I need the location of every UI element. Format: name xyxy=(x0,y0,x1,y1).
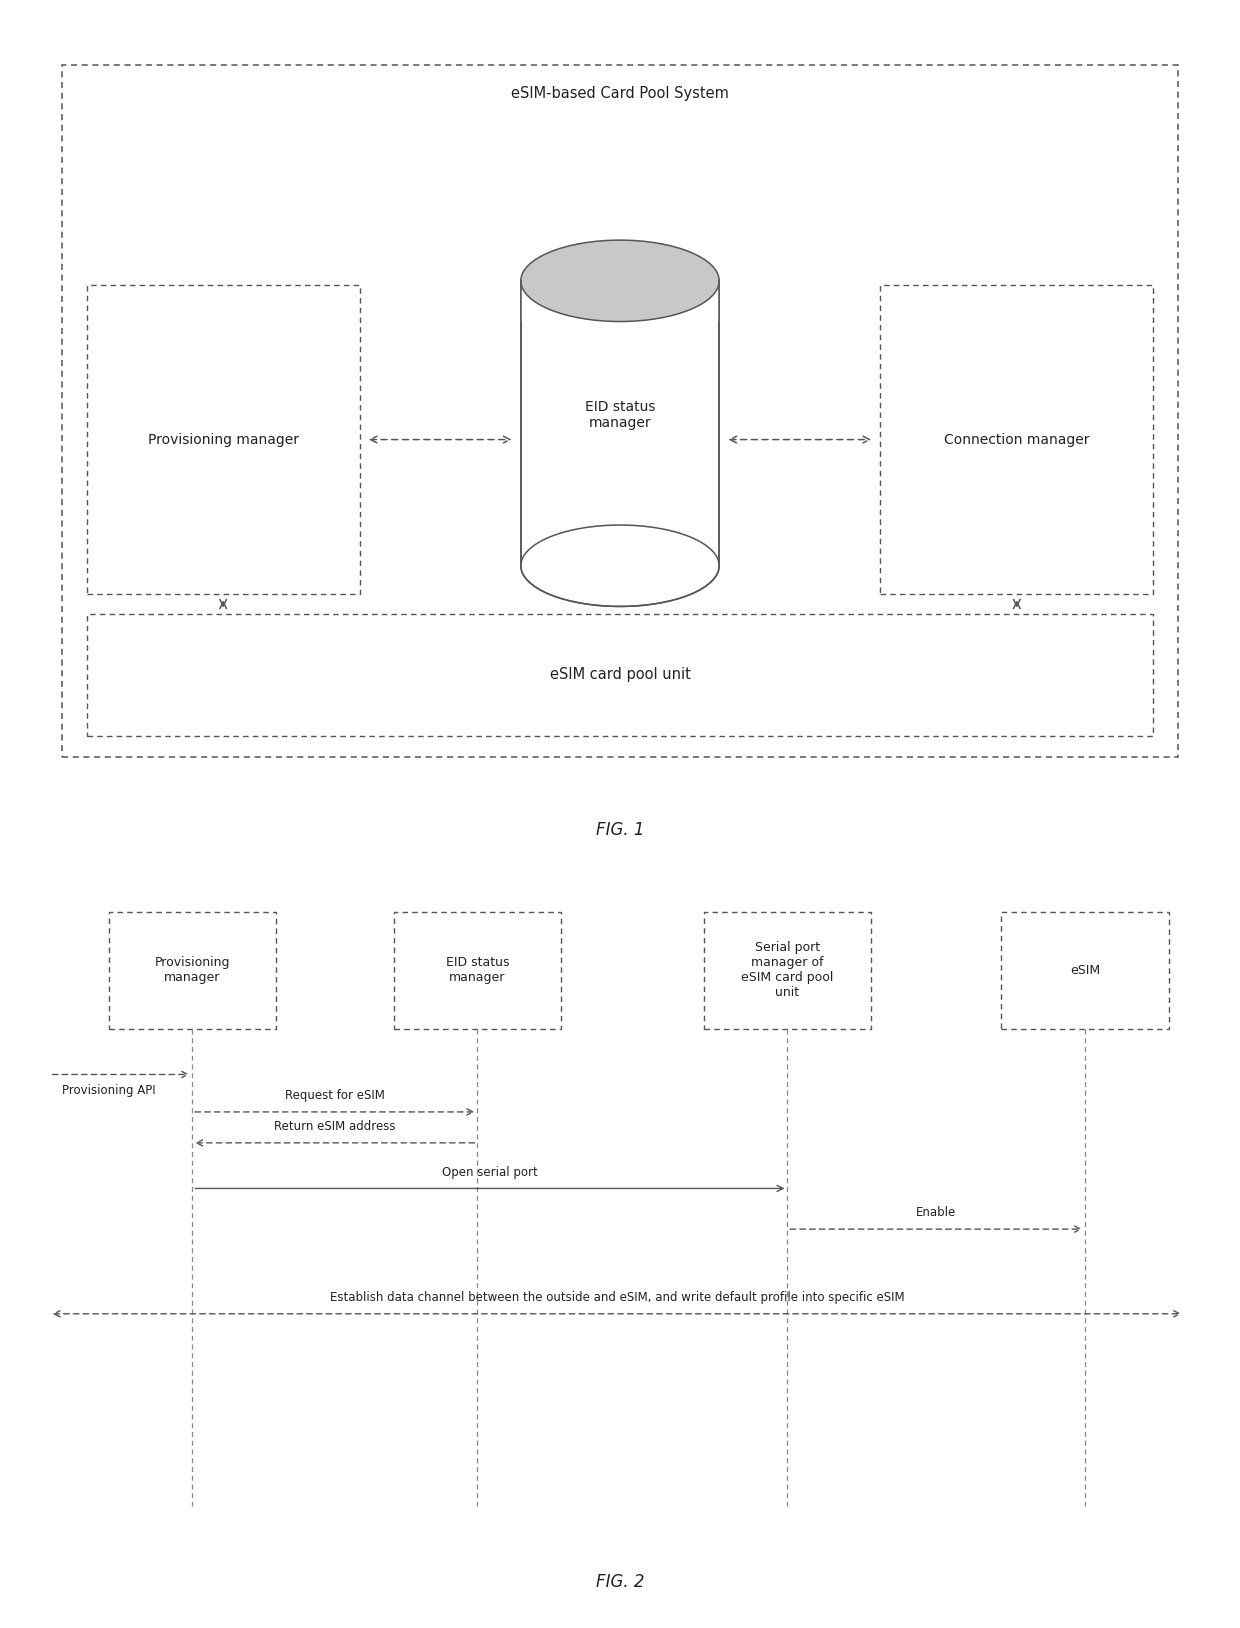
Text: FIG. 2: FIG. 2 xyxy=(595,1573,645,1592)
Text: eSIM: eSIM xyxy=(1070,964,1100,977)
Ellipse shape xyxy=(521,239,719,322)
Text: eSIM card pool unit: eSIM card pool unit xyxy=(549,667,691,682)
Text: Open serial port: Open serial port xyxy=(441,1166,538,1179)
FancyBboxPatch shape xyxy=(880,285,1153,594)
Text: FIG. 1: FIG. 1 xyxy=(595,821,645,840)
Text: Enable: Enable xyxy=(916,1206,956,1219)
Text: Establish data channel between the outside and eSIM, and write default profile i: Establish data channel between the outsi… xyxy=(330,1291,904,1304)
Text: EID status
manager: EID status manager xyxy=(445,956,510,985)
Ellipse shape xyxy=(521,524,719,607)
Bar xyxy=(521,282,719,567)
FancyBboxPatch shape xyxy=(704,912,870,1029)
Text: Return eSIM address: Return eSIM address xyxy=(274,1120,396,1133)
FancyBboxPatch shape xyxy=(87,285,360,594)
Text: Connection manager: Connection manager xyxy=(944,433,1090,446)
FancyBboxPatch shape xyxy=(87,614,1153,736)
Text: Request for eSIM: Request for eSIM xyxy=(285,1089,384,1102)
FancyBboxPatch shape xyxy=(1002,912,1168,1029)
Text: Provisioning
manager: Provisioning manager xyxy=(155,956,229,985)
Text: Provisioning manager: Provisioning manager xyxy=(148,433,299,446)
Bar xyxy=(521,239,719,322)
FancyBboxPatch shape xyxy=(62,65,1178,757)
Text: eSIM-based Card Pool System: eSIM-based Card Pool System xyxy=(511,86,729,101)
Text: EID status
manager: EID status manager xyxy=(585,400,655,430)
FancyBboxPatch shape xyxy=(109,912,275,1029)
Text: Provisioning API: Provisioning API xyxy=(62,1084,156,1097)
FancyBboxPatch shape xyxy=(394,912,560,1029)
Text: Serial port
manager of
eSIM card pool
unit: Serial port manager of eSIM card pool un… xyxy=(742,941,833,1000)
